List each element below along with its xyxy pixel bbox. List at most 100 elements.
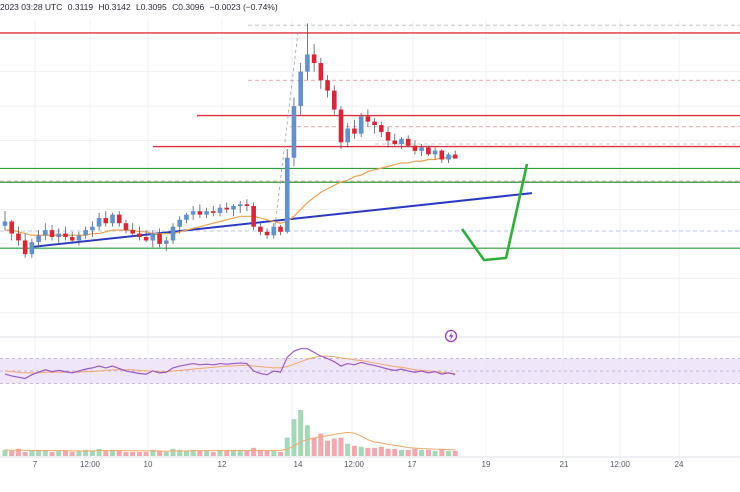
- bullish-candle: [271, 226, 277, 236]
- bullish-candle: [90, 226, 95, 231]
- volume-bar: [446, 450, 452, 456]
- volume-bar: [190, 449, 196, 456]
- lightning-icon-bolt: [449, 331, 454, 341]
- bullish-candle: [83, 230, 88, 236]
- bearish-candle: [63, 233, 68, 237]
- bullish-candle: [399, 138, 404, 144]
- bearish-candle: [258, 226, 263, 232]
- bearish-candle: [338, 109, 344, 143]
- bearish-candle: [197, 211, 203, 215]
- volume-ma-line: [4, 431, 456, 452]
- bearish-candle: [143, 237, 149, 241]
- volume-bar: [177, 449, 183, 456]
- ohlc-high: H0.3142: [98, 2, 131, 12]
- time-tick-label: 21: [560, 460, 569, 469]
- bearish-candle: [137, 233, 142, 237]
- bullish-candle: [432, 150, 438, 155]
- bullish-candle: [76, 235, 82, 241]
- bearish-candle: [130, 230, 135, 234]
- volume-bar: [278, 451, 284, 456]
- volume-bar: [351, 445, 357, 456]
- bullish-candle: [110, 214, 115, 224]
- volume-bar: [76, 450, 82, 456]
- bearish-candle: [331, 90, 337, 110]
- bearish-candle: [211, 211, 216, 213]
- bullish-candle: [150, 233, 156, 241]
- volume-bar: [42, 449, 48, 456]
- bearish-candle: [244, 204, 250, 206]
- candles: [2, 23, 458, 258]
- ohlc-low: L0.3095: [136, 2, 167, 12]
- volume-bar: [143, 451, 149, 456]
- volume-bar: [318, 433, 324, 456]
- bearish-candle: [9, 221, 15, 234]
- grid: [0, 20, 740, 456]
- bearish-candle: [325, 80, 330, 91]
- volume-bar: [291, 419, 297, 456]
- time-tick-label: 10: [144, 460, 153, 469]
- volume-bar: [432, 450, 438, 456]
- rsi-band: [0, 358, 740, 384]
- volume-bar: [83, 449, 89, 456]
- lightning-icon-ring: [444, 329, 458, 343]
- volume-bar: [69, 451, 75, 456]
- bullish-candle: [43, 230, 48, 236]
- volume-bar: [298, 410, 304, 456]
- time-tick-label: 12:00: [80, 460, 101, 469]
- volume-bar: [257, 449, 263, 456]
- ohlc-legend: 2023 03:28 UTC 0.3119 H0.3142 L0.3095 C0…: [0, 2, 281, 12]
- volume-bar: [15, 448, 21, 456]
- volume-bar: [49, 451, 55, 456]
- time-tick-label: 12:00: [344, 460, 365, 469]
- time-tick-label: 7: [33, 460, 38, 469]
- volume-bar: [163, 451, 169, 456]
- bullish-candle: [29, 242, 35, 255]
- volume-bar: [116, 450, 122, 456]
- ohlc-open: 0.3119: [67, 2, 94, 12]
- ohlc-change: −0.0023 (−0.74%): [209, 2, 278, 12]
- ohlc-close: C0.3096: [172, 2, 205, 12]
- volume-bar: [9, 450, 15, 456]
- volume-bar: [2, 449, 8, 456]
- volume-bar: [103, 450, 109, 456]
- bullish-candle: [446, 154, 451, 160]
- bearish-candle: [103, 218, 109, 224]
- bearish-candle: [365, 116, 371, 122]
- volume-bar: [271, 450, 277, 456]
- bullish-candle: [217, 207, 223, 213]
- time-tick-label: 24: [675, 460, 684, 469]
- bearish-candle: [452, 154, 458, 159]
- bearish-candle: [157, 233, 162, 244]
- volume-bar: [345, 443, 351, 456]
- bearish-candle: [392, 140, 398, 144]
- time-tick-label: 19: [482, 460, 491, 469]
- volume-bar: [412, 448, 418, 456]
- time-tick-label: 14: [294, 460, 303, 469]
- forecast-path: [460, 163, 529, 262]
- bullish-candle: [291, 106, 297, 158]
- bearish-candle: [385, 131, 391, 141]
- volume-bar: [264, 450, 270, 456]
- volume-bar: [439, 448, 445, 456]
- volume-bar: [304, 425, 310, 456]
- volume-bar: [197, 450, 203, 456]
- bullish-candle: [190, 211, 196, 215]
- bearish-candle: [405, 138, 411, 146]
- volume-bar: [110, 449, 116, 456]
- volume-bar: [358, 446, 364, 456]
- bearish-candle: [116, 214, 122, 224]
- bearish-candle: [123, 223, 129, 231]
- bullish-candle: [231, 206, 236, 210]
- measure-dotted-line: [274, 32, 299, 227]
- volume-bar: [338, 437, 344, 456]
- bullish-candle: [177, 219, 183, 227]
- bearish-candle: [251, 206, 256, 227]
- bearish-candle: [379, 125, 384, 132]
- bullish-candle: [237, 204, 243, 206]
- bearish-candle: [318, 63, 324, 81]
- volume-bar: [325, 440, 331, 456]
- volume-bar: [89, 450, 95, 456]
- volume-bar: [36, 450, 42, 456]
